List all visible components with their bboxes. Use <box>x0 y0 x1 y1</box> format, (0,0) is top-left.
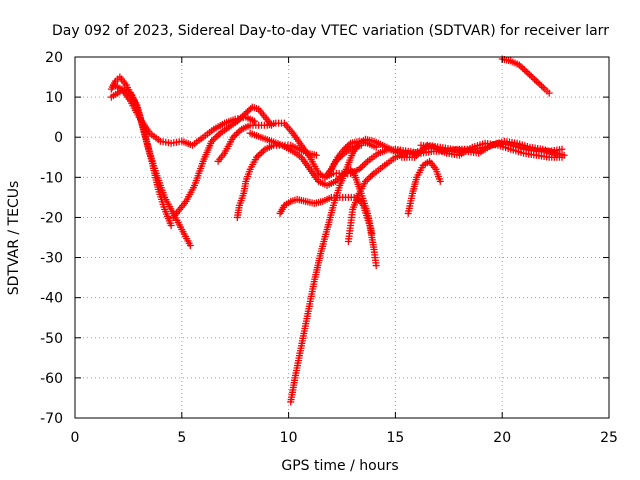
data-point <box>242 109 250 117</box>
y-tick-label: 10 <box>45 90 63 106</box>
data-point <box>312 151 320 159</box>
x-tick-label: 10 <box>280 430 298 446</box>
series-arc-15 <box>398 137 568 161</box>
y-tick-label: -50 <box>40 331 63 347</box>
y-tick-label: -30 <box>40 251 63 267</box>
chart-title: Day 092 of 2023, Sidereal Day-to-day VTE… <box>52 23 609 39</box>
series-arc-3 <box>109 81 258 149</box>
series-arc-11 <box>325 141 365 177</box>
x-tick-label: 5 <box>177 430 186 446</box>
x-tick-labels: 0 5 10 15 20 25 <box>71 430 618 446</box>
y-tick-label: -20 <box>40 210 63 226</box>
data-point <box>245 106 253 114</box>
x-tick-label: 25 <box>600 430 618 446</box>
series-arc-17 <box>498 55 553 97</box>
y-tick-label: -10 <box>40 170 63 186</box>
grid-lines <box>75 57 609 418</box>
data-points <box>107 55 568 406</box>
data-point <box>167 221 175 229</box>
data-point <box>250 117 258 125</box>
data-point <box>372 262 380 270</box>
data-point <box>368 229 376 237</box>
data-point <box>186 242 194 250</box>
x-axis-label: GPS time / hours <box>281 458 398 474</box>
data-point <box>357 141 365 149</box>
data-point <box>545 89 553 97</box>
series-arc-5 <box>214 119 429 181</box>
y-tick-label: -60 <box>40 371 63 387</box>
series-arc-8 <box>287 135 404 406</box>
data-point <box>243 108 251 116</box>
x-tick-label: 0 <box>71 430 80 446</box>
y-tick-labels: 20 10 0 -10 -20 -30 -40 -50 -60 -70 <box>40 50 63 427</box>
axis-ticks <box>74 56 610 419</box>
plot-frame <box>74 56 610 419</box>
series-arc-12 <box>344 149 410 246</box>
y-tick-label: 20 <box>45 50 63 66</box>
y-tick-label: -70 <box>40 411 63 427</box>
data-point <box>558 153 566 161</box>
series-arc-16 <box>417 139 566 161</box>
data-point <box>436 177 444 185</box>
series-arc-13 <box>404 157 444 217</box>
data-point <box>372 143 380 151</box>
data-point <box>247 105 255 113</box>
y-axis-label: SDTVAR / TECUs <box>6 181 22 296</box>
y-tick-label: 0 <box>54 130 63 146</box>
x-tick-label: 20 <box>493 430 511 446</box>
x-tick-label: 15 <box>386 430 404 446</box>
y-tick-label: -40 <box>40 291 63 307</box>
